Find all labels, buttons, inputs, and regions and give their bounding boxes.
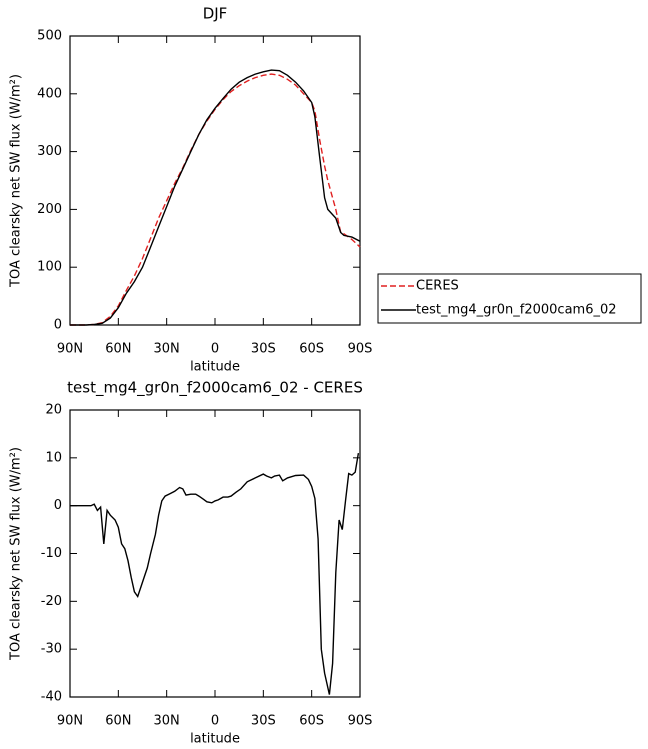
data-line	[70, 69, 361, 326]
data-line	[70, 452, 360, 695]
legend-label: test_mg4_gr0n_f2000cam6_02	[416, 303, 617, 318]
y-tick-label: 500	[37, 29, 62, 44]
x-tick-label: 0	[211, 714, 219, 729]
x-tick-label: 30S	[251, 714, 276, 729]
x-tick-label: 30S	[251, 342, 276, 357]
y-tick-label: 100	[37, 260, 62, 275]
y-tick-label: -30	[41, 642, 62, 657]
y-tick-label: 300	[37, 144, 62, 159]
y-tick-label: 400	[37, 86, 62, 101]
y-tick-label: -20	[41, 594, 62, 609]
y-tick-label: 0	[54, 318, 62, 333]
x-axis-label: latitude	[190, 732, 240, 747]
x-tick-label: 0	[211, 342, 219, 357]
x-tick-label: 60S	[299, 714, 324, 729]
plot-frame	[69, 35, 361, 326]
data-line	[70, 73, 361, 326]
x-tick-label: 90S	[348, 714, 373, 729]
x-tick-label: 30N	[154, 342, 180, 357]
legend-label: CERES	[416, 279, 459, 294]
x-tick-label: 30N	[154, 714, 180, 729]
y-tick-label: 0	[54, 498, 62, 513]
legend-box	[377, 273, 642, 324]
y-tick-label: 10	[45, 450, 62, 465]
x-tick-label: 60N	[105, 342, 131, 357]
y-tick-label: -40	[41, 690, 62, 705]
y-tick-label: 200	[37, 202, 62, 217]
y-axis-label: TOA clearsky net SW flux (W/m²)	[9, 74, 24, 288]
y-tick-label: -10	[41, 546, 62, 561]
chart-title: DJF	[203, 5, 228, 23]
x-tick-label: 90S	[348, 342, 373, 357]
x-axis-label: latitude	[190, 360, 240, 375]
x-tick-label: 60S	[299, 342, 324, 357]
x-tick-label: 90N	[57, 714, 83, 729]
y-axis-label: TOA clearsky net SW flux (W/m²)	[9, 447, 24, 661]
plot-frame	[69, 409, 361, 698]
y-tick-label: 20	[45, 403, 62, 418]
chart-title: test_mg4_gr0n_f2000cam6_02 - CERES	[67, 379, 363, 398]
x-tick-label: 90N	[57, 342, 83, 357]
x-tick-label: 60N	[105, 714, 131, 729]
